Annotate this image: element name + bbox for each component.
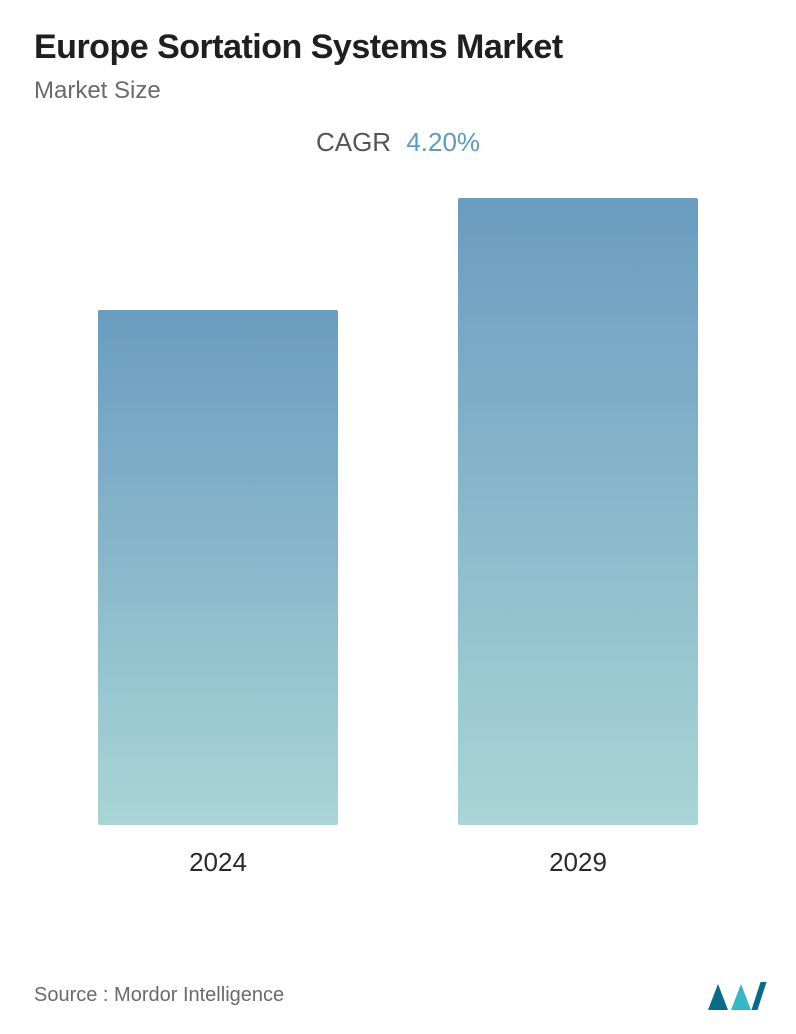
bar-1: [458, 198, 698, 825]
cagr-row: CAGR 4.20%: [34, 127, 762, 158]
chart-subtitle: Market Size: [34, 77, 762, 105]
brand-logo-icon: [708, 980, 762, 1010]
footer: Source : Mordor Intelligence: [34, 980, 762, 1010]
bar-label-0: 2024: [189, 847, 247, 878]
bar-group-0: 2024: [98, 310, 338, 878]
cagr-value: 4.20%: [406, 127, 480, 157]
source-text: Source : Mordor Intelligence: [34, 984, 284, 1007]
market-summary-card: Europe Sortation Systems Market Market S…: [0, 0, 796, 1034]
bar-group-1: 2029: [458, 198, 698, 878]
cagr-label: CAGR: [316, 127, 391, 157]
bar-0: [98, 310, 338, 825]
bar-chart: 2024 2029: [34, 166, 762, 886]
bar-label-1: 2029: [549, 847, 607, 878]
chart-title: Europe Sortation Systems Market: [34, 28, 762, 67]
